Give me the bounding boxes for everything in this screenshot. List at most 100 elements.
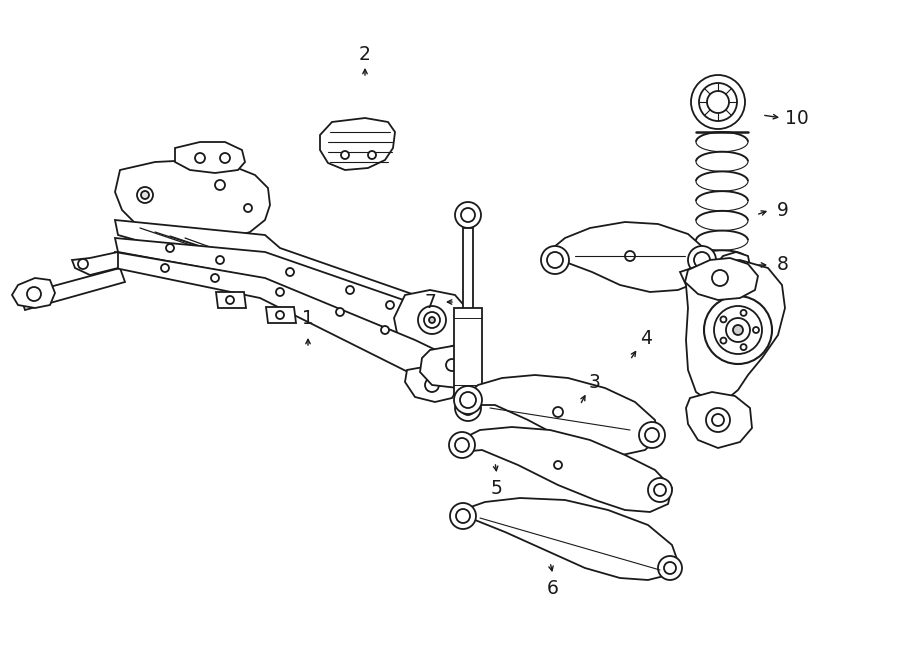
Polygon shape bbox=[460, 427, 672, 512]
Circle shape bbox=[694, 252, 710, 268]
Circle shape bbox=[699, 83, 737, 121]
Polygon shape bbox=[463, 375, 658, 455]
Circle shape bbox=[741, 310, 747, 316]
Polygon shape bbox=[72, 252, 118, 275]
Circle shape bbox=[429, 317, 435, 323]
Polygon shape bbox=[454, 308, 482, 395]
Polygon shape bbox=[686, 392, 752, 448]
Polygon shape bbox=[420, 345, 480, 388]
Text: 8: 8 bbox=[777, 256, 789, 274]
Circle shape bbox=[286, 268, 294, 276]
Circle shape bbox=[166, 244, 174, 252]
Circle shape bbox=[625, 251, 635, 261]
Polygon shape bbox=[115, 252, 440, 378]
Text: 10: 10 bbox=[785, 108, 809, 128]
Polygon shape bbox=[394, 290, 468, 352]
Circle shape bbox=[461, 401, 475, 415]
Circle shape bbox=[368, 151, 376, 159]
Circle shape bbox=[454, 386, 482, 414]
Circle shape bbox=[381, 326, 389, 334]
Text: 5: 5 bbox=[491, 479, 503, 498]
Circle shape bbox=[645, 428, 659, 442]
Text: 9: 9 bbox=[777, 200, 789, 219]
Polygon shape bbox=[115, 220, 435, 330]
Text: 3: 3 bbox=[590, 373, 601, 391]
Circle shape bbox=[712, 270, 728, 286]
Circle shape bbox=[456, 509, 470, 523]
Circle shape bbox=[78, 259, 88, 269]
Circle shape bbox=[226, 296, 234, 304]
Polygon shape bbox=[115, 160, 270, 242]
Polygon shape bbox=[685, 258, 758, 300]
Circle shape bbox=[541, 246, 569, 274]
Circle shape bbox=[712, 414, 724, 426]
Circle shape bbox=[449, 432, 475, 458]
Circle shape bbox=[455, 395, 481, 421]
Circle shape bbox=[728, 260, 738, 270]
Polygon shape bbox=[216, 292, 246, 308]
Circle shape bbox=[741, 344, 747, 350]
Circle shape bbox=[461, 208, 475, 222]
Circle shape bbox=[460, 392, 476, 408]
Circle shape bbox=[346, 286, 354, 294]
Circle shape bbox=[704, 296, 772, 364]
Text: 4: 4 bbox=[640, 329, 652, 348]
Polygon shape bbox=[680, 260, 785, 402]
Circle shape bbox=[244, 204, 252, 212]
Circle shape bbox=[455, 202, 481, 228]
Polygon shape bbox=[115, 238, 438, 340]
Circle shape bbox=[215, 180, 225, 190]
Circle shape bbox=[720, 317, 726, 323]
Polygon shape bbox=[20, 268, 125, 310]
Circle shape bbox=[648, 478, 672, 502]
Circle shape bbox=[714, 306, 762, 354]
Polygon shape bbox=[12, 278, 55, 308]
Circle shape bbox=[547, 252, 563, 268]
Polygon shape bbox=[320, 118, 395, 170]
Circle shape bbox=[446, 359, 458, 371]
Polygon shape bbox=[548, 222, 708, 292]
Circle shape bbox=[554, 461, 562, 469]
Polygon shape bbox=[463, 228, 473, 310]
Circle shape bbox=[733, 325, 743, 335]
Polygon shape bbox=[266, 307, 296, 323]
Circle shape bbox=[386, 301, 394, 309]
Circle shape bbox=[455, 438, 469, 452]
Circle shape bbox=[220, 153, 230, 163]
Circle shape bbox=[425, 378, 439, 392]
Circle shape bbox=[450, 503, 476, 529]
Circle shape bbox=[141, 191, 149, 199]
Polygon shape bbox=[460, 498, 678, 580]
Circle shape bbox=[664, 562, 676, 574]
Circle shape bbox=[161, 264, 169, 272]
Circle shape bbox=[211, 274, 219, 282]
Circle shape bbox=[691, 75, 745, 129]
Circle shape bbox=[216, 256, 224, 264]
Circle shape bbox=[639, 422, 665, 448]
Polygon shape bbox=[405, 365, 460, 402]
Circle shape bbox=[706, 408, 730, 432]
Circle shape bbox=[195, 153, 205, 163]
Circle shape bbox=[137, 187, 153, 203]
Circle shape bbox=[418, 306, 446, 334]
Circle shape bbox=[654, 484, 666, 496]
Text: 1: 1 bbox=[302, 309, 314, 327]
Polygon shape bbox=[716, 252, 750, 279]
Text: 6: 6 bbox=[547, 578, 559, 598]
Text: 7: 7 bbox=[424, 293, 436, 311]
Text: 2: 2 bbox=[359, 46, 371, 65]
Circle shape bbox=[726, 318, 750, 342]
Circle shape bbox=[341, 151, 349, 159]
Circle shape bbox=[753, 327, 759, 333]
Circle shape bbox=[276, 311, 284, 319]
Circle shape bbox=[553, 407, 563, 417]
Circle shape bbox=[707, 91, 729, 113]
Circle shape bbox=[720, 338, 726, 344]
Circle shape bbox=[27, 287, 41, 301]
Circle shape bbox=[424, 312, 440, 328]
Circle shape bbox=[658, 556, 682, 580]
Polygon shape bbox=[175, 142, 245, 173]
Circle shape bbox=[336, 308, 344, 316]
Circle shape bbox=[276, 288, 284, 296]
Circle shape bbox=[688, 246, 716, 274]
